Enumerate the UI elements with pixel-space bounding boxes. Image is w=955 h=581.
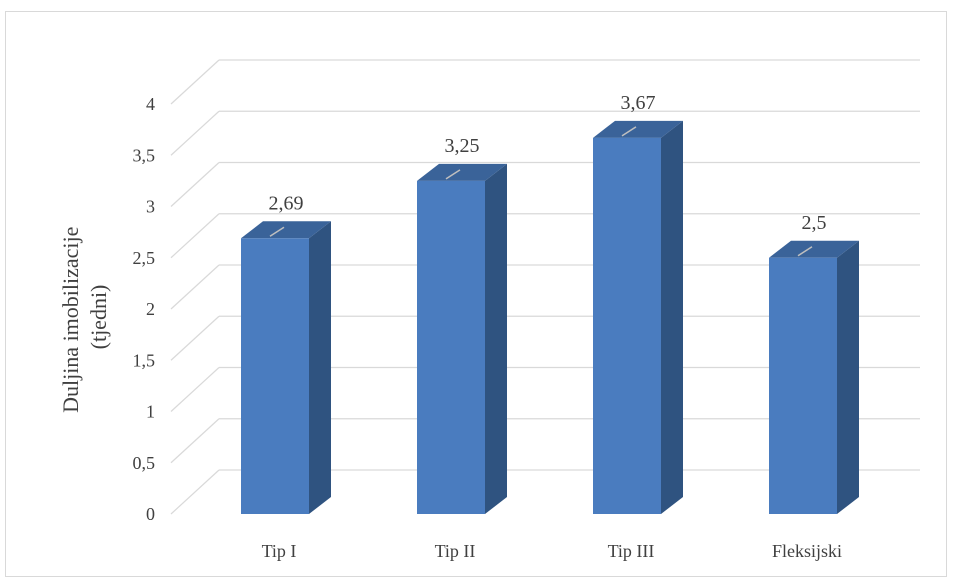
gridline-diag <box>170 110 220 156</box>
y-axis-label-line-2: (tjedni) <box>86 285 111 350</box>
bar-side <box>485 163 507 514</box>
y-tick-label: 0 <box>146 504 155 524</box>
data-label-leader <box>621 126 637 137</box>
bar-front <box>417 180 485 514</box>
data-label-leader <box>269 226 285 237</box>
y-tick-label: 4 <box>146 94 155 114</box>
bar-3 <box>593 120 683 514</box>
bar-top <box>593 120 683 138</box>
y-tick-label: 3 <box>146 197 155 217</box>
y-tick-label: 1 <box>146 402 155 422</box>
data-label-leader <box>445 169 461 180</box>
y-tick-label: 0,5 <box>133 453 156 473</box>
bar-top <box>241 221 331 239</box>
data-label-leader <box>797 246 813 257</box>
bar-side <box>309 221 331 514</box>
gridline-diag <box>170 469 220 515</box>
gridline-diag <box>170 264 220 310</box>
bar-side <box>837 240 859 514</box>
bar-front <box>593 137 661 514</box>
y-tick-label: 2 <box>146 299 155 319</box>
y-axis-label-line-1: Duljina imobilizacije <box>58 227 83 413</box>
gridline-diag <box>170 367 220 412</box>
gridline-diag <box>170 213 220 259</box>
data-label: 3,67 <box>621 92 656 114</box>
data-label: 3,25 <box>445 135 480 157</box>
bar-front <box>769 257 837 514</box>
bar-front <box>241 238 309 514</box>
x-category-label: Tip I <box>262 541 297 561</box>
data-labels: 2,69 3,25 3,67 2,5 <box>269 92 827 257</box>
gridline-diag <box>170 162 220 207</box>
y-tick-label: 3,5 <box>133 145 156 165</box>
gridline-diag <box>170 315 220 361</box>
bar-top <box>417 163 507 181</box>
x-category-label: Tip II <box>435 541 476 561</box>
bar-top <box>769 240 859 258</box>
bar-1 <box>241 221 331 514</box>
gridline-diag <box>170 418 220 464</box>
gridline-diag <box>170 59 220 105</box>
x-category-label: Tip III <box>608 541 655 561</box>
bar-side <box>661 120 683 514</box>
y-tick-label: 2,5 <box>133 248 156 268</box>
y-tick-label: 1,5 <box>133 350 156 370</box>
x-axis-categories: Tip I Tip II Tip III Fleksijski <box>262 541 842 561</box>
bar-2 <box>417 163 507 514</box>
y-axis-ticks: 0 0,5 1 1,5 2 2,5 3 3,5 4 <box>133 94 156 524</box>
bar-4 <box>769 240 859 514</box>
x-category-label: Fleksijski <box>772 541 842 561</box>
y-axis-label: Duljina imobilizacije (tjedni) <box>58 221 111 413</box>
data-label: 2,69 <box>269 192 304 214</box>
bars <box>241 120 859 514</box>
data-label: 2,5 <box>802 212 827 234</box>
